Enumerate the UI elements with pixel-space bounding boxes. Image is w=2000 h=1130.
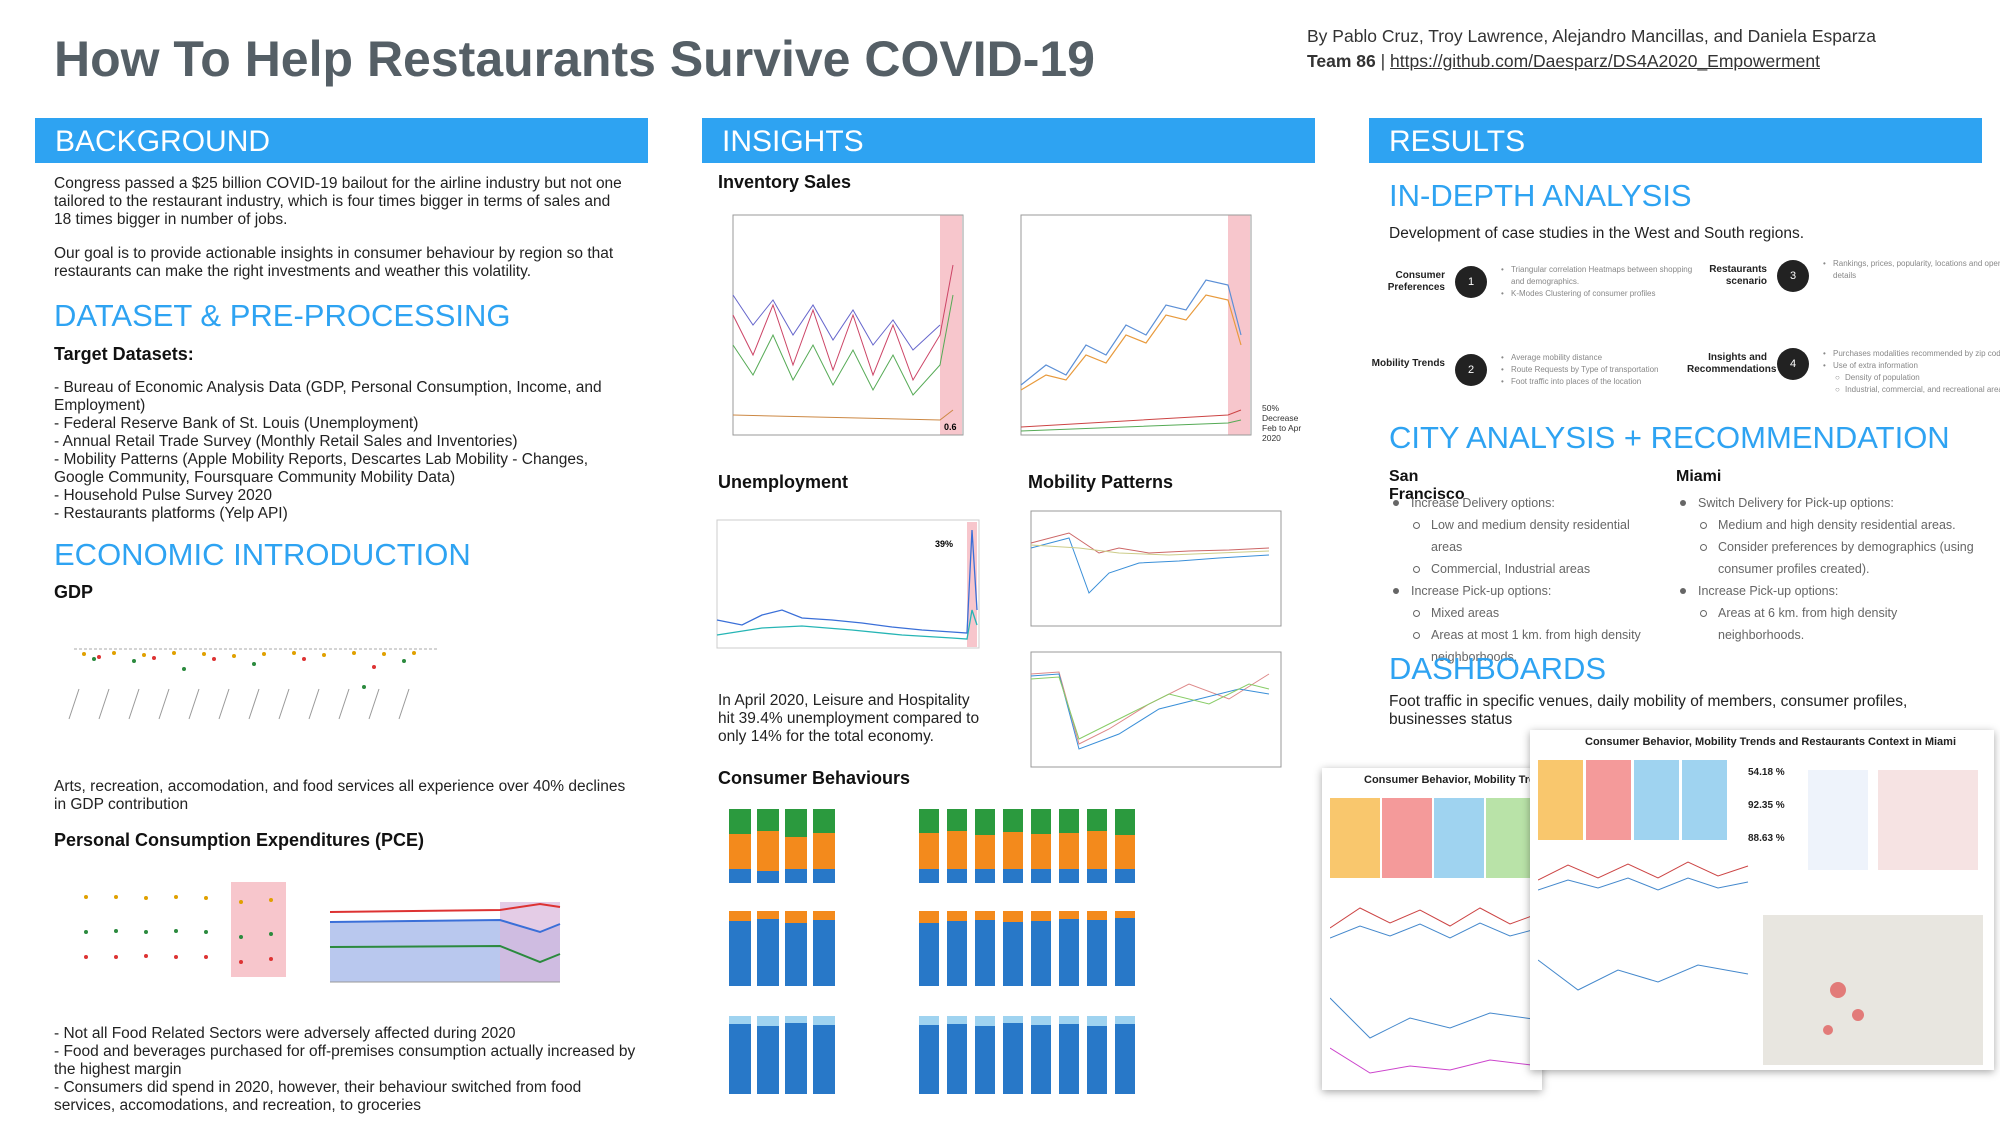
gdp-chart-image [54, 609, 444, 737]
pce-notes: - Not all Food Related Sectors were adve… [54, 1025, 639, 1115]
section-heading: IN-DEPTH ANALYSIS [1389, 178, 1692, 213]
step-bullet: Route Requests by Type of transportation [1501, 364, 1701, 376]
section-heading: ECONOMIC INTRODUCTION [54, 537, 471, 572]
step-bullets: Purchases modalities recommended by zip … [1823, 348, 2000, 396]
unemployment-chart-image: 39% [702, 500, 982, 660]
step-bullet: Use of extra information [1823, 360, 2000, 372]
city-sub-item: Commercial, Industrial areas [1389, 558, 1659, 580]
city-sub-item: Medium and high density residential area… [1676, 514, 1976, 536]
step-label: Consumer Preferences [1387, 270, 1445, 293]
dashboard-screenshot: Consumer Behavior, Mobility Trends and R… [1530, 730, 1994, 1070]
note-item: - Food and beverages purchased for off-p… [54, 1043, 636, 1078]
city-sub-item: Consider preferences by demographics (us… [1676, 536, 1976, 580]
step-bullets: Average mobility distanceRoute Requests … [1501, 352, 1701, 388]
city-name: San Francisco [1389, 468, 1465, 503]
city-item: Increase Pick-up options: [1676, 580, 1976, 602]
subheading: Target Datasets: [54, 344, 194, 364]
paragraph: Congress passed a $25 billion COVID-19 b… [54, 175, 622, 228]
step-bullets: Triangular correlation Heatmaps between … [1501, 264, 1701, 300]
city-sub-item: Areas at 6 km. from high density neighbo… [1676, 602, 1976, 646]
caption: Arts, recreation, accomodation, and food… [54, 778, 626, 813]
section-bar: BACKGROUND [35, 118, 648, 163]
city-sub-item: Low and medium density residential areas [1389, 514, 1659, 558]
step-label: Restaurants scenario [1709, 264, 1767, 287]
authors: By Pablo Cruz, Troy Lawrence, Alejandro … [1307, 26, 1877, 46]
chart-annotation: 39% [935, 539, 953, 549]
step-number: 3 [1777, 260, 1809, 292]
city-item: Switch Delivery for Pick-up options: [1676, 492, 1976, 514]
dataset-item: - Household Pulse Survey 2020 [54, 487, 272, 504]
dashboard-screenshot: Consumer Behavior, Mobility Tren [1322, 768, 1542, 1090]
step-number: 4 [1777, 348, 1809, 380]
dataset-item: - Federal Reserve Bank of St. Louis (Une… [54, 415, 419, 432]
step-bullet: Purchases modalities recommended by zip … [1823, 348, 2000, 360]
mobility-chart-image [1019, 503, 1284, 638]
step-number: 1 [1455, 266, 1487, 298]
city-item: Increase Pick-up options: [1389, 580, 1659, 602]
step-number: 2 [1455, 354, 1487, 386]
repo-link[interactable]: https://github.com/Daesparz/DS4A2020_Emp… [1390, 51, 1820, 71]
city-item: Increase Delivery options: [1389, 492, 1659, 514]
kpi: 54.18 % [1748, 767, 1785, 778]
step-sub-bullet: Density of population [1823, 372, 2000, 384]
city-name: Miami [1676, 468, 1722, 485]
step-sub-bullet: Industrial, commercial, and recreational… [1823, 384, 2000, 396]
step-bullet: Rankings, prices, popularity, locations … [1823, 258, 2000, 282]
section-heading: DATASET & PRE-PROCESSING [54, 298, 511, 333]
poster-title: How To Help Restaurants Survive COVID-19 [54, 31, 1095, 87]
step-bullet: Foot traffic into places of the location [1501, 376, 1701, 388]
sales-chart-image [1006, 205, 1306, 455]
mobility-chart-image [1019, 644, 1284, 779]
dashboard-title: Consumer Behavior, Mobility Trends and R… [1585, 736, 1957, 748]
step-label: Insights and Recommendations [1687, 352, 1777, 375]
paragraph: Our goal is to provide actionable insigh… [54, 245, 614, 280]
note-item: - Not all Food Related Sectors were adve… [54, 1025, 516, 1042]
subheading: Unemployment [718, 472, 849, 492]
city-list: Increase Delivery options: Low and medium… [1389, 492, 1659, 668]
separator: | [1380, 51, 1386, 71]
subheading: Personal Consumption Expenditures (PCE) [54, 830, 425, 850]
note-item: - Consumers did spend in 2020, however, … [54, 1079, 582, 1114]
dataset-item: - Annual Retail Trade Survey (Monthly Re… [54, 433, 518, 450]
pce-area-chart-image [300, 862, 590, 1012]
chart-annotation: 50% Decrease Feb to Apr 2020 [1262, 403, 1302, 443]
section-bar: RESULTS [1369, 118, 1982, 163]
section-heading: CITY ANALYSIS + RECOMMENDATION [1389, 420, 1950, 455]
dataset-list: - Bureau of Economic Analysis Data (GDP,… [54, 379, 629, 523]
pce-chart-image [56, 862, 296, 1012]
city-sub-item: Mixed areas [1389, 602, 1659, 624]
step-bullets: Rankings, prices, popularity, locations … [1823, 258, 2000, 282]
team: Team 86 [1307, 51, 1376, 71]
dashboard-title: Consumer Behavior, Mobility Tren [1364, 774, 1542, 786]
caption: In April 2020, Leisure and Hospitality h… [718, 692, 980, 745]
step-bullet: Triangular correlation Heatmaps between … [1501, 264, 1701, 288]
team-line: Team 86 | https://github.com/Daesparz/DS… [1307, 51, 1820, 72]
step-bullet: K-Modes Clustering of consumer profiles [1501, 288, 1701, 300]
dataset-item: - Bureau of Economic Analysis Data (GDP,… [54, 379, 602, 414]
dataset-item: - Mobility Patterns (Apple Mobility Repo… [54, 451, 589, 486]
inventory-chart-image: 0.6 [718, 205, 968, 455]
subheading: Consumer Behaviours [718, 768, 911, 788]
kpi: 92.35 % [1748, 800, 1785, 811]
dataset-item: - Restaurants platforms (Yelp API) [54, 505, 288, 522]
kpi: 88.63 % [1748, 833, 1785, 844]
city-list: Switch Delivery for Pick-up options: Medi… [1676, 492, 1976, 646]
description: Foot traffic in specific venues, daily m… [1389, 693, 1908, 728]
description: Development of case studies in the West … [1389, 225, 1805, 242]
step-bullet: Average mobility distance [1501, 352, 1701, 364]
chart-annotation: 0.6 [944, 422, 957, 432]
consumer-charts-image [709, 801, 1179, 1111]
city-sub-item: Areas at most 1 km. from high density ne… [1389, 624, 1659, 668]
section-heading: DASHBOARDS [1389, 651, 1607, 686]
step-label: Mobility Trends [1371, 358, 1445, 369]
subheading: Inventory Sales [718, 172, 852, 192]
subheading: GDP [54, 582, 94, 602]
subheading: Mobility Patterns [1028, 472, 1174, 492]
section-bar: INSIGHTS [702, 118, 1315, 163]
